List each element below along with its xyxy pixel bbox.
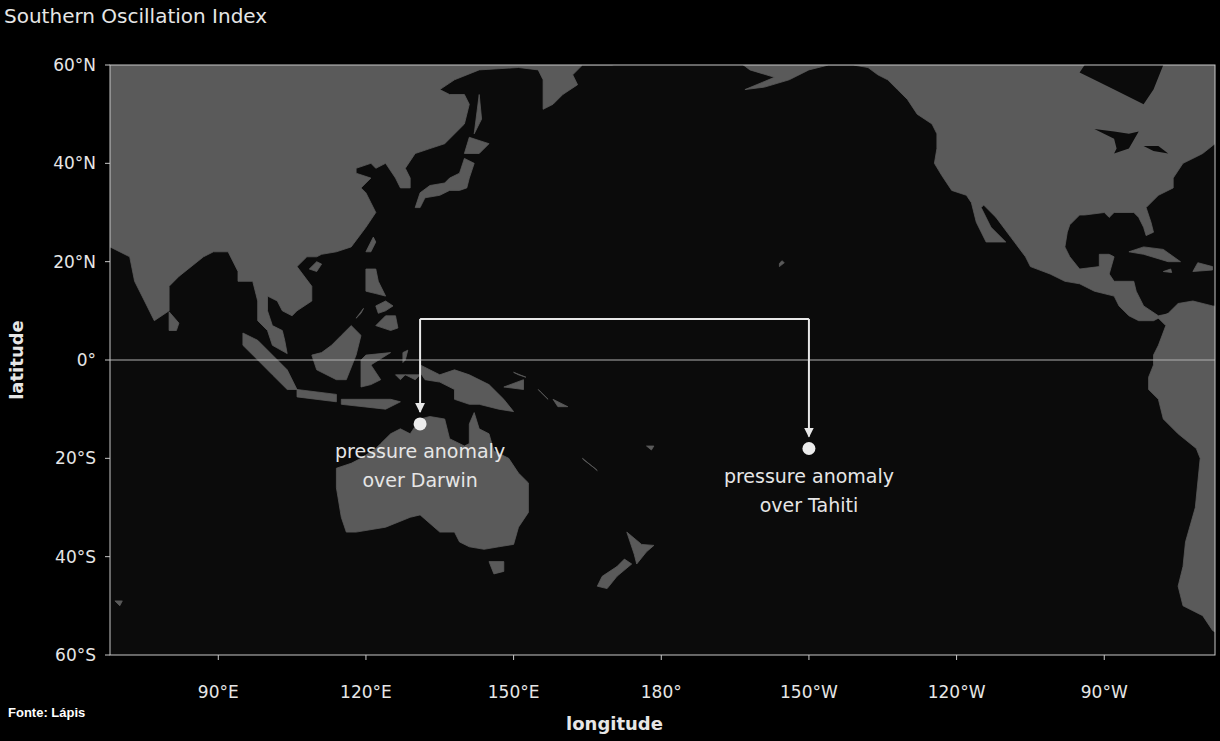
land-shape	[396, 375, 406, 380]
x-tick-label: 150°W	[780, 682, 838, 702]
land-shape	[504, 380, 524, 390]
y-tick	[105, 360, 110, 361]
x-tick	[513, 655, 514, 660]
y-tick	[105, 65, 110, 66]
land-shape	[420, 365, 513, 412]
x-tick	[956, 655, 957, 660]
title: Southern Oscillation Index	[4, 4, 267, 28]
y-tick-label: 60°S	[55, 645, 96, 665]
land-shape	[297, 390, 336, 402]
source: Fonte: Lápis	[8, 705, 85, 720]
land-shape	[341, 399, 400, 409]
land-shape	[361, 353, 391, 387]
land-shape	[403, 350, 408, 362]
land-shape	[415, 158, 474, 207]
y-tick-label: 60°N	[53, 55, 96, 75]
x-tick	[1104, 655, 1105, 660]
lake	[1144, 146, 1169, 153]
y-tick-label: 20°N	[53, 252, 96, 272]
y-tick-label: 40°N	[53, 153, 96, 173]
station-point	[802, 442, 815, 455]
lake	[1080, 65, 1164, 104]
y-tick	[105, 556, 110, 557]
plot-frame	[110, 65, 1215, 655]
x-tick-label: 90°E	[198, 682, 239, 702]
land-shape	[583, 458, 598, 470]
y-tick-label: 0°	[77, 350, 96, 370]
land-shape	[376, 316, 398, 331]
land-shape	[1149, 301, 1215, 655]
y-tick-label: 20°S	[55, 448, 96, 468]
plot-area	[110, 65, 1215, 655]
land-shape	[464, 137, 489, 153]
land-shape	[489, 562, 504, 574]
connector-arrow	[419, 319, 421, 412]
equator-line	[110, 360, 1215, 361]
land-shape	[366, 237, 376, 252]
land-shape	[312, 326, 361, 380]
land-shape	[779, 261, 784, 267]
land-shape	[730, 65, 1215, 321]
land-shape	[647, 446, 654, 450]
land-shape	[366, 269, 386, 296]
land-shape	[169, 312, 179, 331]
land-shape	[115, 601, 122, 606]
land-shape	[336, 413, 528, 550]
chart-root: 90°E 120°E 150°E 180° 150°W 120°W 90°W 60°S 40°S…	[0, 0, 1220, 741]
y-tick	[105, 655, 110, 656]
x-tick-label: 90°W	[1081, 682, 1128, 702]
land-shape	[1193, 263, 1213, 272]
land-shape	[405, 375, 420, 380]
y-tick	[105, 261, 110, 262]
land-shape	[376, 301, 393, 313]
land-shape	[110, 65, 711, 354]
lake	[1094, 129, 1138, 154]
x-tick-label: 120°E	[340, 682, 392, 702]
y-tick	[105, 458, 110, 459]
connector-arrow	[808, 319, 810, 437]
y-tick-label: 40°S	[55, 547, 96, 567]
land-shape	[627, 532, 654, 564]
station-label: over Darwin	[362, 469, 477, 491]
land-shape	[538, 390, 548, 400]
station-point	[414, 417, 427, 430]
land-shape	[474, 95, 481, 134]
land-shape	[356, 308, 363, 318]
x-axis-label: longitude	[566, 713, 663, 734]
land-shape	[1163, 269, 1171, 273]
x-tick-label: 180°	[641, 682, 682, 702]
x-tick-label: 120°W	[928, 682, 986, 702]
land-shape	[553, 399, 568, 406]
y-tick	[105, 163, 110, 164]
land-shape	[1129, 247, 1181, 262]
x-tick-label: 150°E	[488, 682, 540, 702]
land-shape	[243, 333, 297, 390]
station-label: pressure anomaly	[335, 440, 505, 462]
land-shape	[309, 262, 321, 272]
y-axis-label: latitude	[6, 320, 27, 400]
x-tick	[218, 655, 219, 660]
x-tick	[365, 655, 366, 660]
land	[110, 65, 1215, 655]
x-tick	[661, 655, 662, 660]
station-label: pressure anomaly	[724, 465, 894, 487]
land-shape	[597, 559, 631, 589]
land-shape	[514, 372, 526, 377]
connector-top	[420, 318, 809, 320]
x-tick	[808, 655, 809, 660]
chart: 90°E 120°E 150°E 180° 150°W 120°W 90°W 60°S 40°S…	[0, 0, 1220, 741]
station-label: over Tahiti	[760, 494, 859, 516]
